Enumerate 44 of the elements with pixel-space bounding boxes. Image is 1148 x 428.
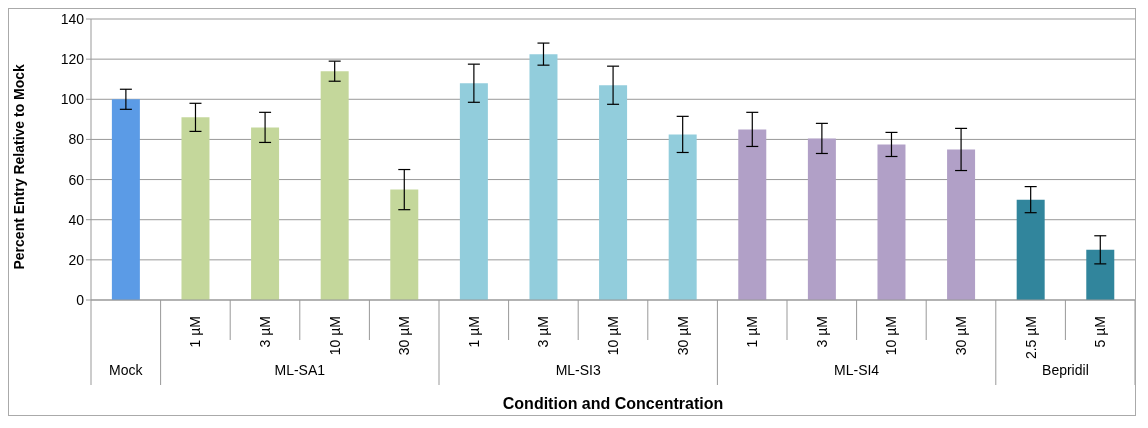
x-tick-label: 3 µM xyxy=(257,316,273,348)
bar xyxy=(529,54,558,300)
x-tick-label: 30 µM xyxy=(953,316,969,356)
bar xyxy=(251,127,280,300)
bar xyxy=(111,99,140,300)
x-tick-label: 1 µM xyxy=(744,316,761,348)
text: ML-SI4 xyxy=(834,362,880,378)
x-tick-label: 1 µM xyxy=(465,316,482,348)
bar xyxy=(181,117,210,300)
text: Bepridil xyxy=(1042,362,1089,378)
text: ML-SA1 xyxy=(274,362,326,378)
bar xyxy=(1016,199,1045,300)
y-tick-label: 100 xyxy=(60,91,85,108)
y-tick-label: 140 xyxy=(60,10,85,27)
bar xyxy=(738,129,767,300)
y-tick-label: 120 xyxy=(60,51,85,68)
bar xyxy=(390,189,419,300)
y-tick-label: 80 xyxy=(68,131,85,148)
x-tick-label: 3 µM xyxy=(535,316,552,348)
text: Mock xyxy=(109,362,144,378)
bar xyxy=(877,144,906,300)
bar xyxy=(459,83,488,300)
y-tick-label: 0 xyxy=(76,291,85,308)
x-tick-label: 10 µM xyxy=(605,316,621,356)
y-axis-title: Percent Entry Relative to Mock xyxy=(10,63,27,270)
x-axis-title: Condition and Concentration xyxy=(502,395,724,412)
text: ML-SI3 xyxy=(555,362,601,378)
x-tick-label: 3 µM xyxy=(813,316,830,348)
x-tick-label: 30 µM xyxy=(674,316,691,356)
x-tick-label: 10 µM xyxy=(883,316,900,356)
bar xyxy=(807,138,836,300)
bar xyxy=(599,85,628,300)
x-tick-label: 2.5 µM xyxy=(1022,316,1039,360)
bar xyxy=(668,134,697,300)
y-tick-label: 40 xyxy=(68,211,85,228)
y-tick-label: 60 xyxy=(68,171,85,188)
y-tick-label: 20 xyxy=(68,251,85,268)
bar xyxy=(320,71,349,300)
x-tick-label: 5 µM xyxy=(1092,316,1109,348)
x-tick-label: 1 µM xyxy=(187,316,204,348)
bar xyxy=(1086,249,1115,300)
bar xyxy=(947,149,976,300)
x-tick-label: 10 µM xyxy=(326,316,343,356)
x-tick-label: 30 µM xyxy=(396,316,413,356)
